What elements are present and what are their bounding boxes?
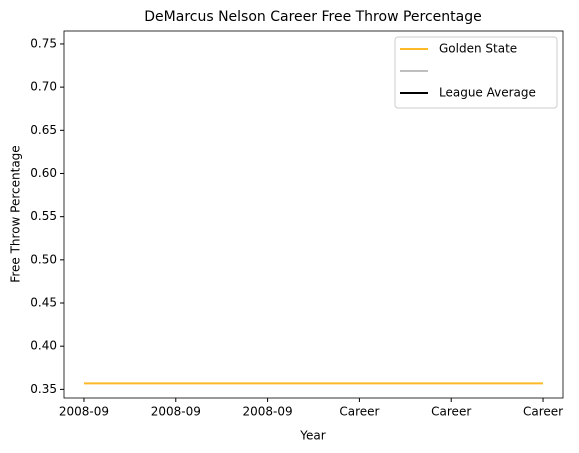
- chart-title: DeMarcus Nelson Career Free Throw Percen…: [144, 9, 481, 25]
- y-tick-label: 0.65: [30, 123, 57, 137]
- x-tick-label: Career: [431, 405, 471, 419]
- legend-label: League Average: [439, 86, 536, 100]
- x-tick-label: Career: [523, 405, 563, 419]
- y-tick-label: 0.60: [30, 166, 57, 180]
- y-tick-label: 0.50: [30, 252, 57, 266]
- x-axis-label: Year: [299, 429, 325, 443]
- y-tick-label: 0.70: [30, 80, 57, 94]
- legend-label: Golden State: [439, 42, 517, 56]
- x-tick-label: 2008-09: [59, 405, 109, 419]
- y-tick-label: 0.75: [30, 36, 57, 50]
- y-axis-label: Free Throw Percentage: [9, 145, 23, 282]
- plot-frame: [63, 30, 564, 399]
- x-tick-label: 2008-09: [151, 405, 201, 419]
- y-tick-label: 0.55: [30, 209, 57, 223]
- x-tick-label: Career: [339, 405, 379, 419]
- x-tick-label: 2008-09: [243, 405, 293, 419]
- y-tick-label: 0.40: [30, 339, 57, 353]
- legend-box: [394, 36, 558, 109]
- y-tick-label: 0.45: [30, 296, 57, 310]
- y-tick-label: 0.35: [30, 382, 57, 396]
